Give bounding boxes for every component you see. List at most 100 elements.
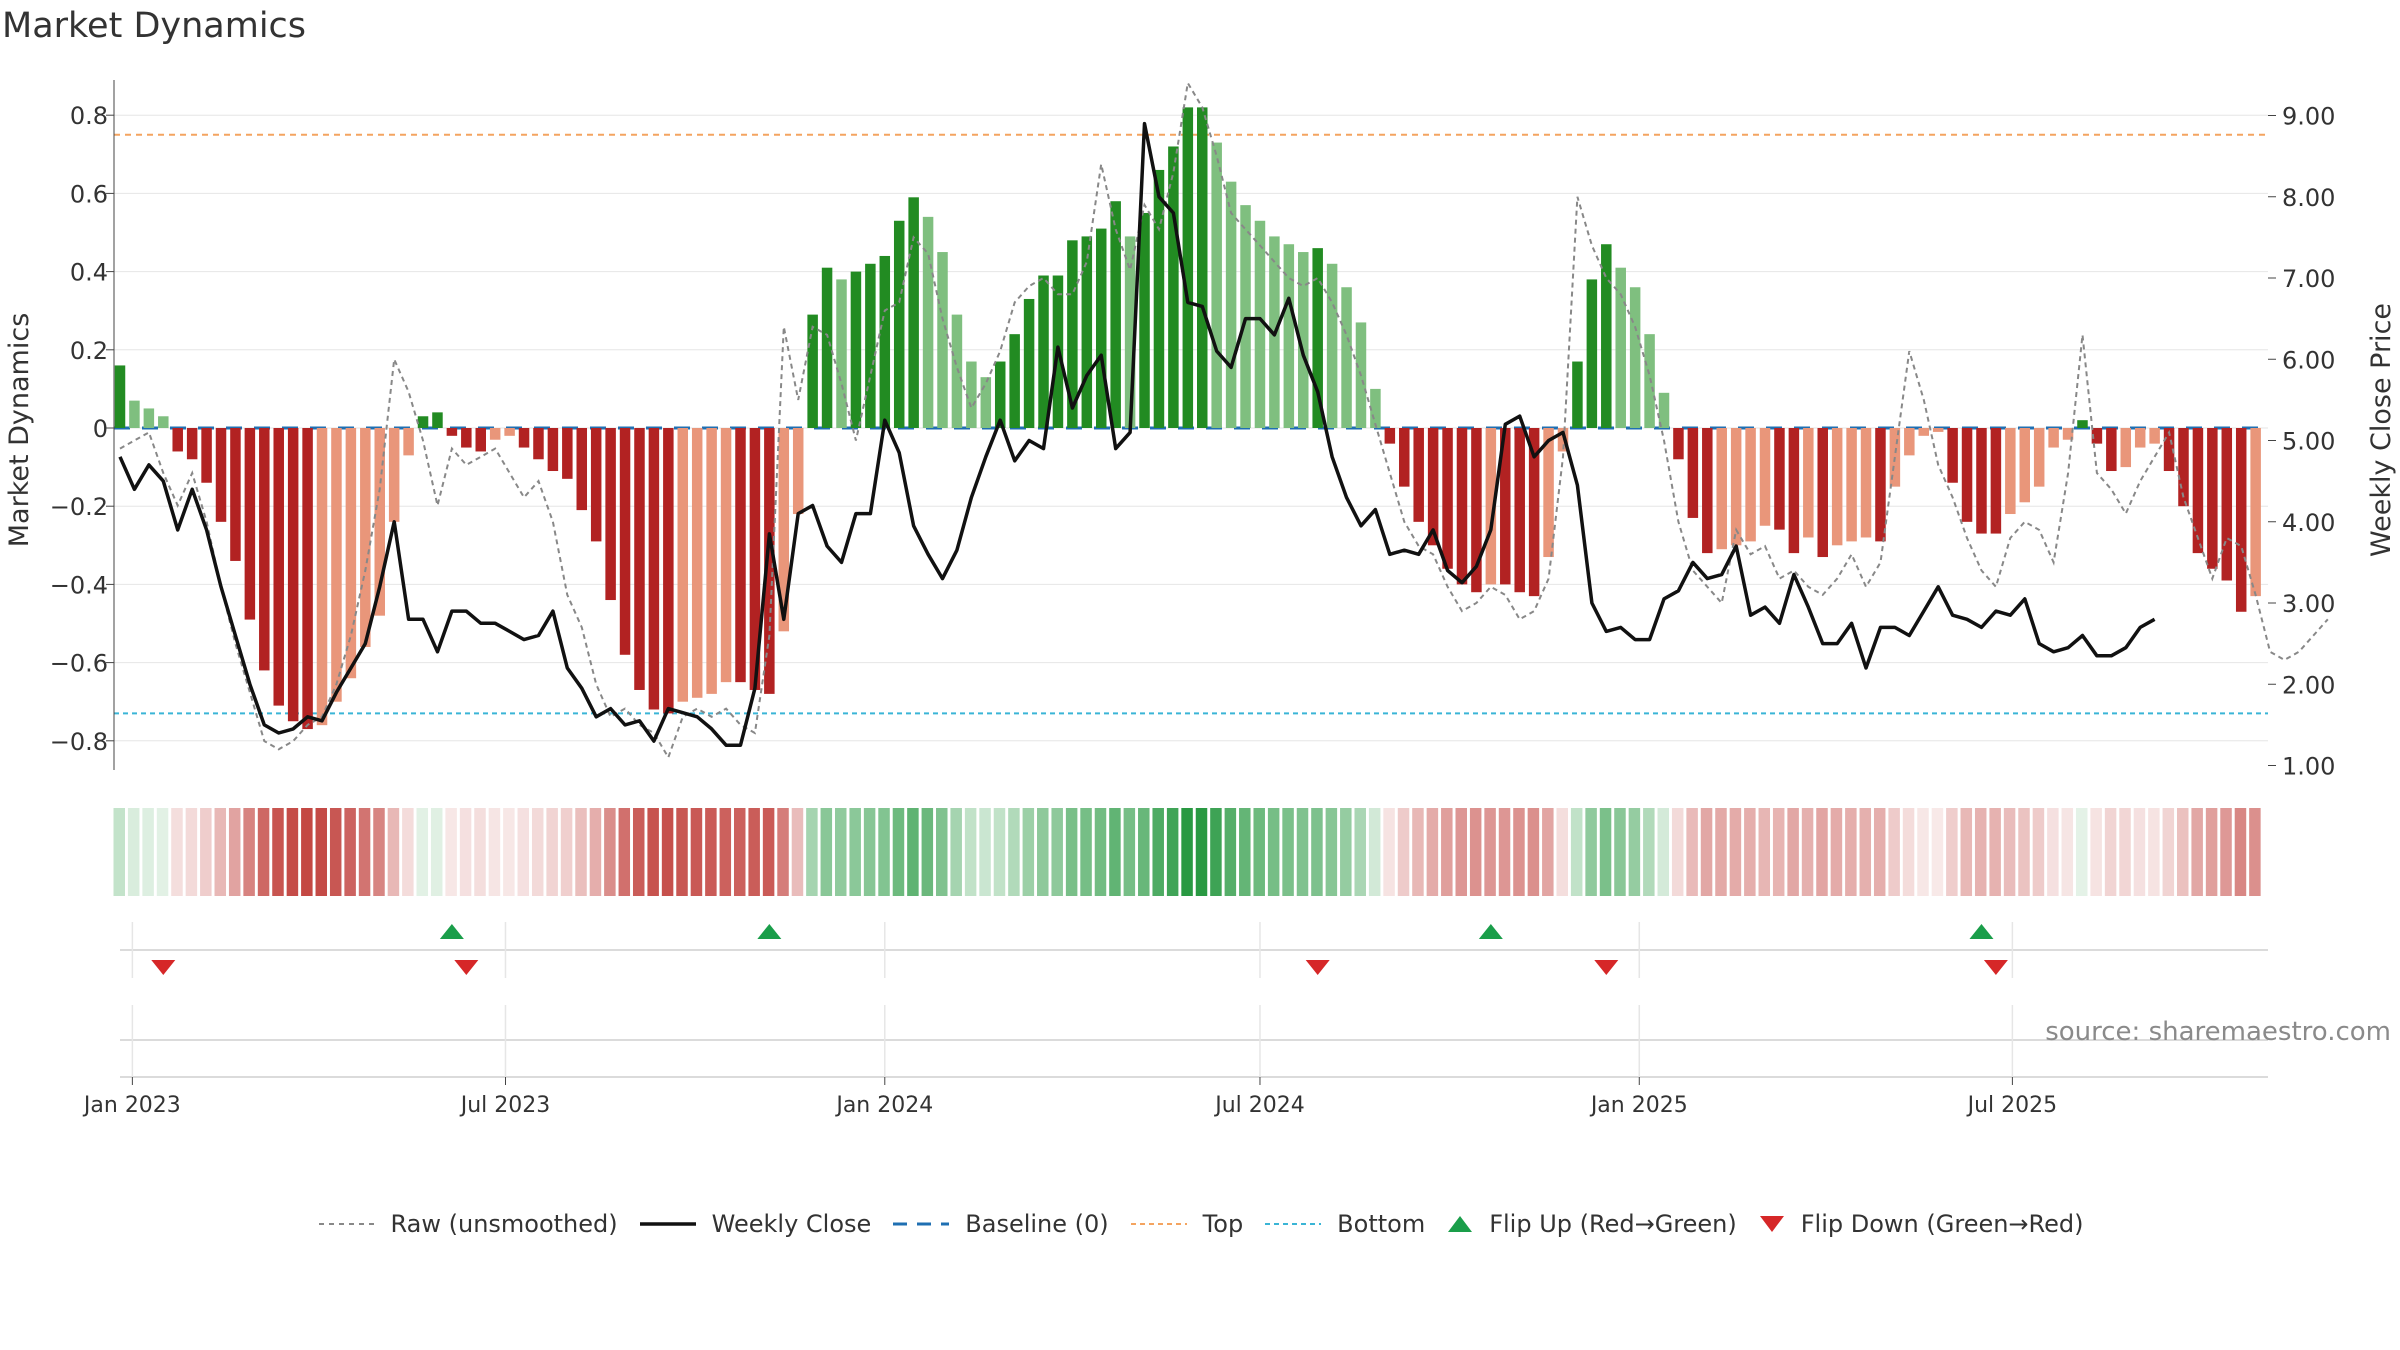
heatmap-cell bbox=[748, 808, 760, 896]
heatmap-cell bbox=[1441, 808, 1453, 896]
dynamics-bar bbox=[316, 428, 328, 726]
y-tick-label: 0 bbox=[93, 415, 108, 443]
dynamics-bar bbox=[1399, 428, 1410, 487]
heatmap-cell bbox=[185, 808, 198, 896]
heatmap-cell bbox=[1455, 808, 1467, 896]
heatmap-cell bbox=[1744, 808, 1756, 896]
legend-close: Weekly Close bbox=[638, 1210, 871, 1238]
heatmap-cell bbox=[1109, 808, 1121, 896]
dynamics-bar bbox=[1153, 169, 1165, 428]
dynamics-bar bbox=[1312, 248, 1323, 428]
y2-axis-label: Weekly Close Price bbox=[2366, 303, 2397, 557]
dynamics-bar bbox=[331, 428, 342, 702]
y2-tick-label: 1.00 bbox=[2282, 753, 2335, 781]
y-tick-label: −0.6 bbox=[50, 650, 108, 678]
dynamics-bar bbox=[215, 428, 227, 522]
dynamics-bar bbox=[1211, 142, 1222, 428]
dynamics-bars bbox=[114, 107, 2261, 730]
dynamics-bar bbox=[2235, 428, 2247, 612]
heatmap-cell bbox=[402, 808, 414, 896]
heatmap-cell bbox=[1801, 808, 1814, 896]
dynamics-bar bbox=[1384, 428, 1396, 444]
flip-down-marker bbox=[1305, 960, 1330, 975]
heatmap-cell bbox=[1542, 808, 1554, 896]
dynamics-bar bbox=[1442, 428, 1453, 569]
heatmap-cell bbox=[1166, 808, 1179, 896]
dynamics-bar bbox=[2192, 428, 2204, 554]
heatmap-cell bbox=[719, 808, 732, 896]
flip-up-icon bbox=[1448, 1216, 1473, 1232]
dynamics-bar bbox=[1788, 428, 1800, 554]
heatmap-cell bbox=[474, 808, 486, 896]
heatmap-cell bbox=[1412, 808, 1424, 896]
flip-up-marker bbox=[439, 924, 464, 939]
legend-baseline-label: Baseline (0) bbox=[965, 1210, 1109, 1238]
heatmap-cell bbox=[156, 808, 169, 896]
heatmap-cell bbox=[1325, 808, 1338, 896]
heatmap-cell bbox=[1383, 808, 1395, 896]
dynamics-bar bbox=[1240, 205, 1251, 428]
dynamics-bar bbox=[562, 428, 573, 479]
heatmap-cell bbox=[1671, 808, 1684, 896]
heatmap-cell bbox=[1152, 808, 1164, 896]
dynamics-bar bbox=[533, 428, 544, 460]
heatmap-cell bbox=[1845, 808, 1857, 896]
x-tick-label: Jan 2024 bbox=[834, 1093, 933, 1118]
dynamics-bar bbox=[1471, 428, 1482, 593]
chart-title: Market Dynamics bbox=[2, 6, 307, 46]
raw-line bbox=[119, 80, 2329, 760]
heatmap-cell bbox=[2104, 808, 2117, 896]
heatmap-cell bbox=[2162, 808, 2175, 896]
dynamics-bar bbox=[1500, 428, 1511, 585]
heatmap-cell bbox=[1873, 808, 1886, 896]
dynamics-bar bbox=[922, 216, 934, 428]
heatmap-cell bbox=[849, 808, 861, 896]
x-tick-label: Jul 2023 bbox=[459, 1093, 551, 1118]
dynamics-bar bbox=[2250, 428, 2261, 597]
heatmap-cell bbox=[1902, 808, 1915, 896]
heatmap-cell bbox=[2003, 808, 2016, 896]
dynamics-bar bbox=[461, 428, 472, 448]
dynamics-bar bbox=[879, 255, 891, 428]
heatmap-cell bbox=[1758, 808, 1771, 896]
heatmap-cell bbox=[1556, 808, 1568, 896]
heatmap-cell bbox=[604, 808, 616, 896]
heatmap-cell bbox=[1195, 808, 1208, 896]
heatmap-cell bbox=[1643, 808, 1655, 896]
legend-bottom: Bottom bbox=[1263, 1210, 1425, 1238]
y-axis-label: Market Dynamics bbox=[4, 313, 35, 548]
heatmap-cell bbox=[892, 808, 905, 896]
dynamics-bar bbox=[302, 428, 313, 730]
heatmap-cell bbox=[358, 808, 371, 896]
dynamics-bar bbox=[1182, 107, 1194, 428]
heatmap-cell bbox=[171, 808, 183, 896]
dynamics-bar bbox=[345, 428, 357, 679]
heatmap-cell bbox=[647, 808, 659, 896]
dynamics-bar bbox=[2106, 428, 2117, 472]
legend-top: Top bbox=[1129, 1210, 1243, 1238]
heatmap-cell bbox=[445, 808, 457, 896]
heatmap-cell bbox=[2032, 808, 2045, 896]
heatmap-cell bbox=[791, 808, 804, 896]
dynamics-bar bbox=[1124, 236, 1136, 428]
heatmap-cell bbox=[1426, 808, 1439, 896]
dynamics-bar bbox=[1168, 146, 1179, 429]
heatmap-cell bbox=[1989, 808, 2001, 896]
dynamics-bar bbox=[1644, 334, 1655, 428]
dynamics-bar bbox=[778, 428, 790, 632]
x-tick-label: Jan 2025 bbox=[1589, 1093, 1688, 1118]
dynamics-bar bbox=[850, 271, 862, 428]
heatmap-cell bbox=[1946, 808, 1958, 896]
heatmap-cell bbox=[1123, 808, 1136, 896]
heatmap-cell bbox=[1368, 808, 1381, 896]
heatmap-cell bbox=[1585, 808, 1597, 896]
y-tick-label: 0.4 bbox=[70, 259, 108, 287]
heatmap-cell bbox=[1931, 808, 1944, 896]
heatmap-cell bbox=[1022, 808, 1035, 896]
heatmap-cell bbox=[806, 808, 818, 896]
heatmap-cell bbox=[1859, 808, 1872, 896]
heatmap-cell bbox=[1715, 808, 1727, 896]
heatmap-cell bbox=[2090, 808, 2102, 896]
heatmap-cell bbox=[589, 808, 602, 896]
